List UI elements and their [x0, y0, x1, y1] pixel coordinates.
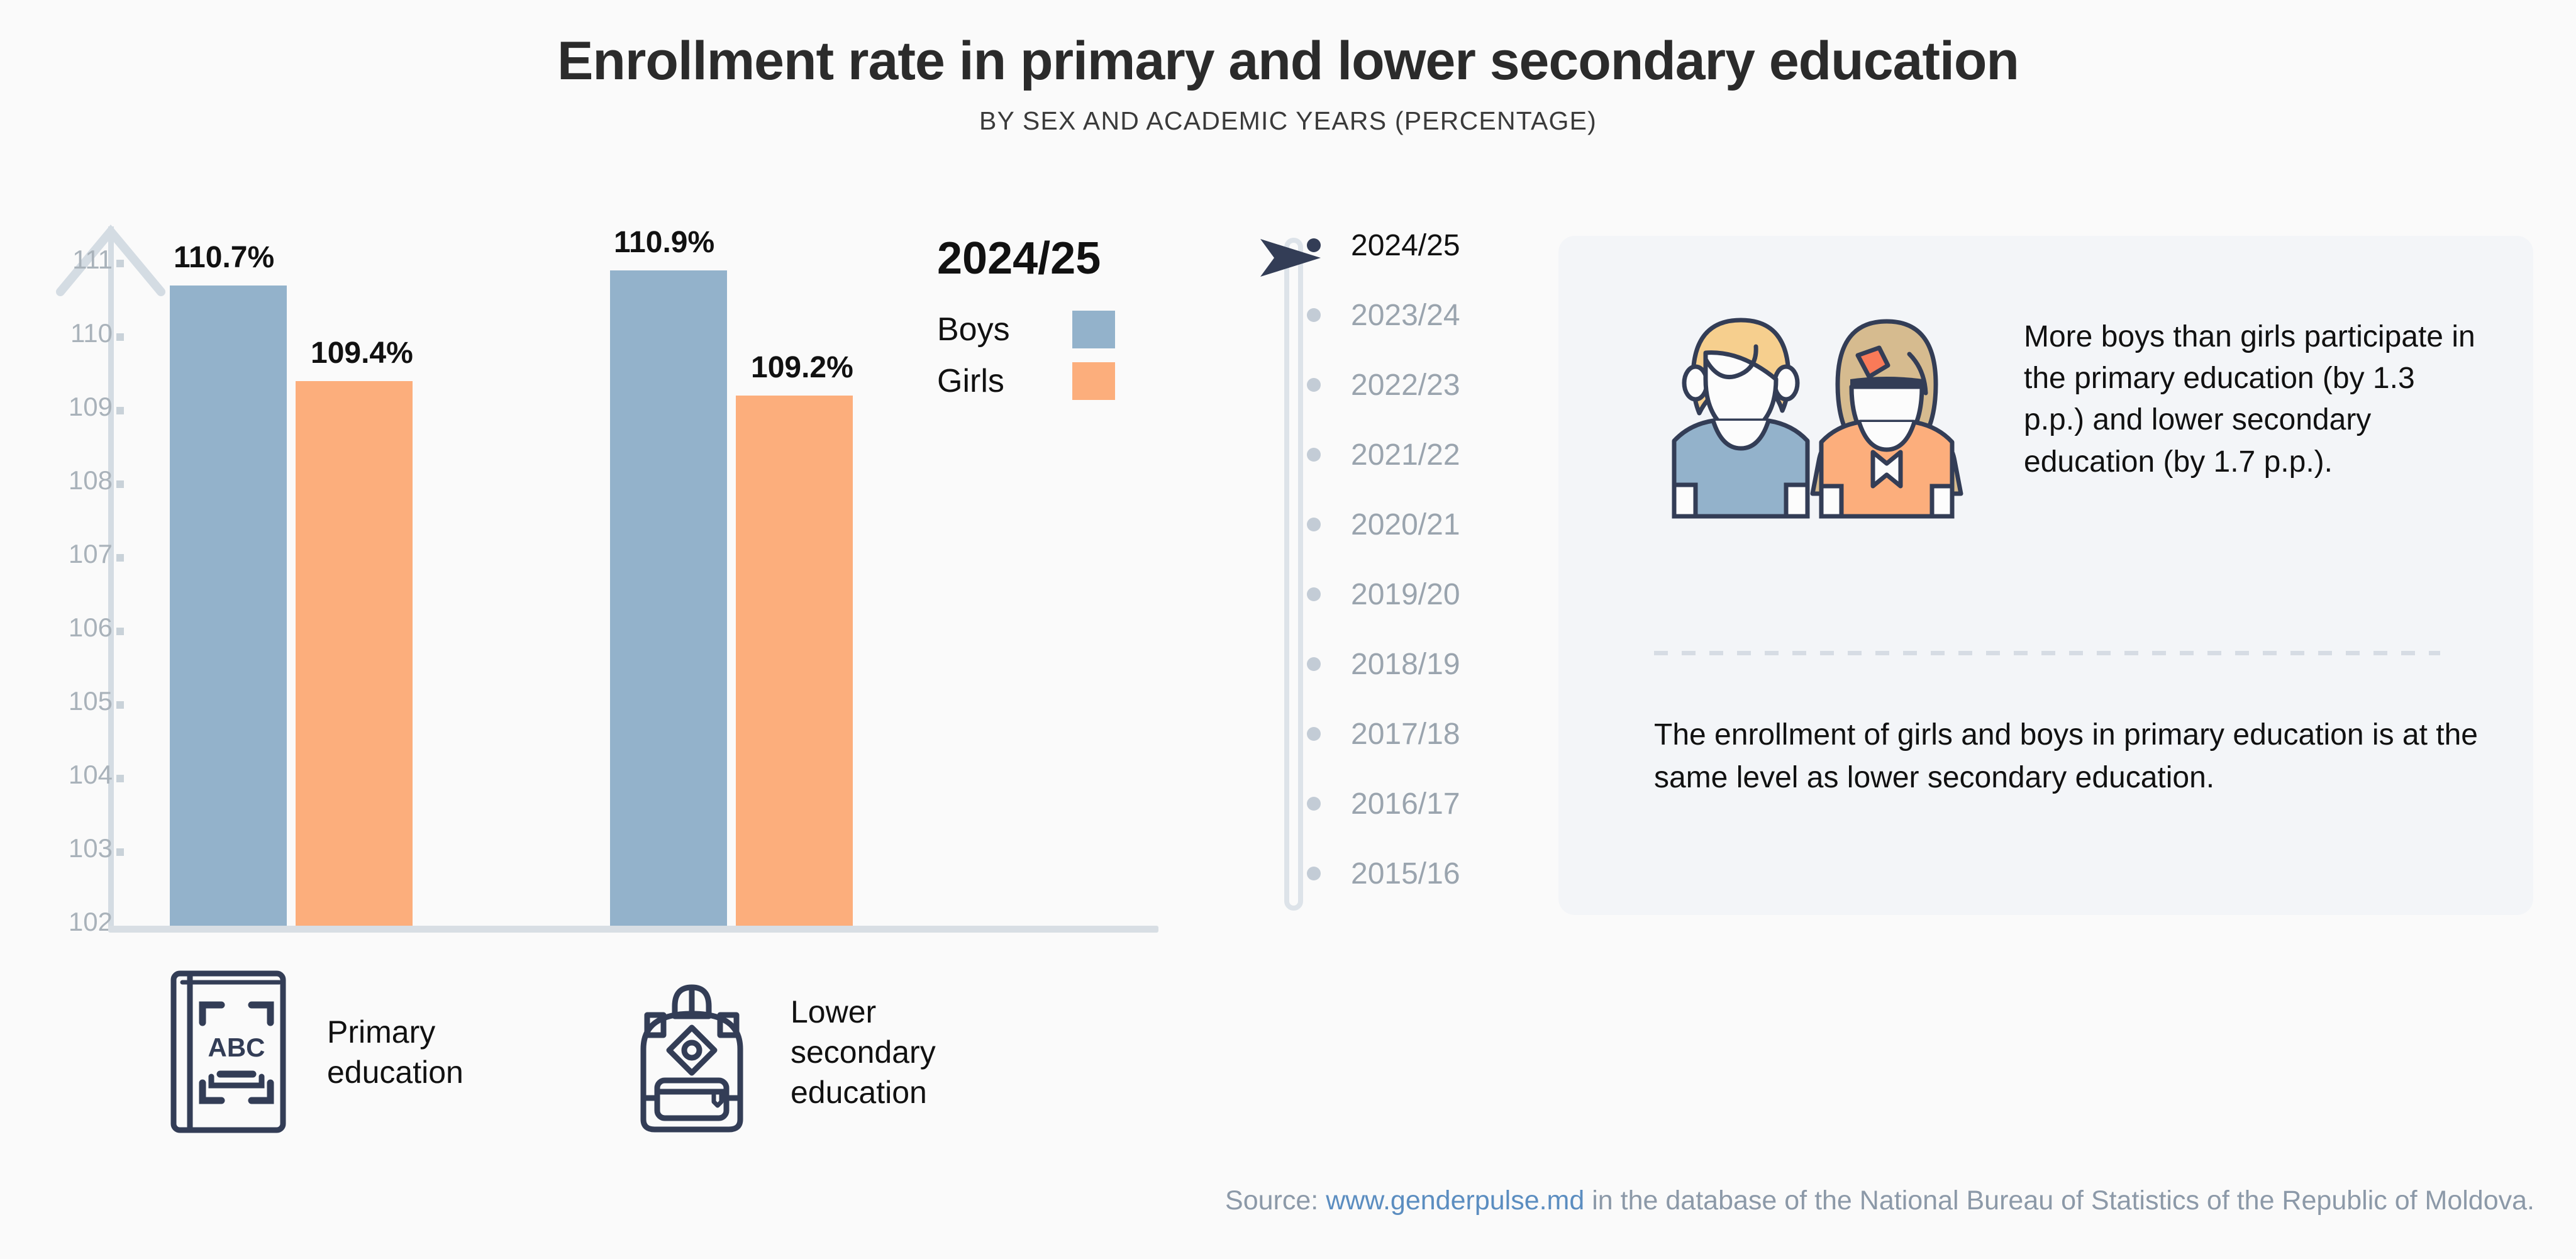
- source-footer: Source: www.genderpulse.md in the databa…: [0, 1185, 2534, 1216]
- timeline-dot: [1307, 448, 1321, 462]
- boy-and-girl-illustration-icon: [1672, 318, 1963, 519]
- timeline-year-label: 2020/21: [1351, 507, 1460, 541]
- svg-text:ABC: ABC: [208, 1033, 265, 1062]
- bar-girls-lower-secondary[interactable]: [736, 396, 853, 926]
- x-axis-baseline: [108, 926, 1158, 933]
- header: Enrollment rate in primary and lower sec…: [0, 0, 2576, 136]
- category-label-lower-secondary: Lower secondary education: [791, 994, 936, 1110]
- timeline-year-label: 2015/16: [1351, 857, 1460, 890]
- legend-label-boys: Boys: [937, 311, 1010, 348]
- source-link[interactable]: www.genderpulse.md: [1326, 1185, 1585, 1216]
- timeline-item-2018-19[interactable]: 2018/19: [1264, 645, 1460, 683]
- y-tick-mark: [116, 848, 124, 856]
- legend-item-girls[interactable]: Girls: [937, 362, 1163, 400]
- bar-boys-lower-secondary[interactable]: [610, 270, 727, 926]
- bar-value-label: 109.4%: [311, 336, 413, 370]
- y-tick-mark: [116, 259, 124, 267]
- y-tick-mark: [116, 406, 124, 414]
- legend-year-label: 2024/25: [937, 233, 1101, 284]
- chart-legend: 2024/25 Boys Girls: [937, 233, 1163, 414]
- timeline-item-2015-16[interactable]: 2015/16: [1264, 855, 1460, 892]
- bar-value-label: 110.7%: [174, 240, 275, 274]
- timeline-year-label: 2021/22: [1351, 438, 1460, 472]
- y-tick-label: 104: [68, 759, 113, 789]
- bar-value-label: 110.9%: [614, 226, 715, 260]
- y-tick-mark: [116, 627, 124, 635]
- y-tick-mark: [116, 333, 124, 341]
- timeline-item-2017-18[interactable]: 2017/18: [1264, 715, 1460, 753]
- year-timeline[interactable]: 2024/25 2023/24 2022/23 2021/22 2020/21 2019/…: [1260, 226, 1503, 918]
- timeline-dot: [1307, 518, 1321, 531]
- timeline-dot: [1307, 587, 1321, 601]
- timeline-year-label: 2024/25: [1351, 228, 1460, 262]
- timeline-item-2023-24[interactable]: 2023/24: [1264, 296, 1460, 334]
- timeline-item-2021-22[interactable]: 2021/22: [1264, 436, 1460, 474]
- info-text-secondary: The enrollment of girls and boys in prim…: [1654, 718, 2478, 795]
- bar-chart: 111 110 109 108 107 106 105 104 103 102 110.7% 109…: [0, 208, 1195, 936]
- timeline-year-label: 2018/19: [1351, 647, 1460, 681]
- y-tick-mark: [116, 774, 124, 782]
- category-lower-secondary-education[interactable]: Lower secondary education: [632, 968, 936, 1135]
- timeline-item-2022-23[interactable]: 2022/23: [1264, 366, 1460, 404]
- source-suffix: in the database of the National Bureau o…: [1584, 1185, 2534, 1216]
- y-tick-label: 107: [68, 538, 113, 568]
- source-prefix: Source:: [1225, 1185, 1326, 1216]
- category-label-primary: Primary education: [327, 1014, 464, 1090]
- info-divider: [1654, 651, 2440, 655]
- bar-value-label: 109.2%: [751, 351, 853, 385]
- bar-boys-primary[interactable]: [170, 285, 287, 926]
- backpack-icon: [640, 984, 743, 1133]
- timeline-year-label: 2022/23: [1351, 368, 1460, 402]
- timeline-item-2020-21[interactable]: 2020/21: [1264, 506, 1460, 543]
- legend-swatch-girls: [1072, 362, 1115, 400]
- timeline-item-2016-17[interactable]: 2016/17: [1264, 785, 1460, 823]
- timeline-track: [1284, 238, 1303, 911]
- abc-book-icon: ABC: [170, 970, 286, 1133]
- timeline-year-label: 2023/24: [1351, 298, 1460, 332]
- timeline-dot: [1307, 378, 1321, 392]
- category-primary-education[interactable]: ABC Primary education: [169, 968, 464, 1135]
- page-subtitle: BY SEX AND ACADEMIC YEARS (PERCENTAGE): [979, 106, 1597, 135]
- legend-swatch-boys: [1072, 311, 1115, 348]
- timeline-dot: [1307, 657, 1321, 671]
- timeline-dot: [1307, 727, 1321, 741]
- y-tick-mark: [116, 701, 124, 709]
- y-tick-label: 108: [68, 465, 113, 495]
- y-tick-label: 103: [68, 833, 113, 863]
- y-tick-label: 105: [68, 685, 113, 716]
- timeline-dot: [1307, 308, 1321, 322]
- timeline-year-label: 2017/18: [1351, 717, 1460, 751]
- info-panel-top: More boys than girls participate in the …: [1558, 284, 2533, 548]
- timeline-dot: [1307, 797, 1321, 811]
- page-title: Enrollment rate in primary and lower sec…: [557, 31, 2019, 91]
- y-tick-mark: [116, 480, 124, 488]
- timeline-dot: [1307, 238, 1321, 252]
- timeline-item-2024-25[interactable]: 2024/25: [1264, 226, 1460, 264]
- legend-item-boys[interactable]: Boys: [937, 311, 1163, 348]
- y-tick-label: 102: [68, 907, 113, 936]
- info-panel: More boys than girls participate in the …: [1558, 236, 2533, 915]
- legend-label-girls: Girls: [937, 363, 1004, 399]
- y-tick-label: 106: [68, 612, 113, 642]
- timeline-year-label: 2019/20: [1351, 577, 1460, 611]
- y-tick-label: 110: [70, 318, 113, 348]
- y-tick-label: 111: [72, 244, 113, 274]
- bar-girls-primary[interactable]: [296, 380, 413, 926]
- timeline-dot: [1307, 867, 1321, 880]
- y-tick-mark: [116, 553, 124, 562]
- y-tick-label: 109: [68, 391, 113, 421]
- timeline-year-label: 2016/17: [1351, 787, 1460, 821]
- timeline-item-2019-20[interactable]: 2019/20: [1264, 575, 1460, 613]
- y-axis-line: [108, 226, 114, 931]
- timeline-pointer-icon: [1260, 239, 1321, 277]
- info-text-primary: More boys than girls participate in the …: [2024, 320, 2475, 479]
